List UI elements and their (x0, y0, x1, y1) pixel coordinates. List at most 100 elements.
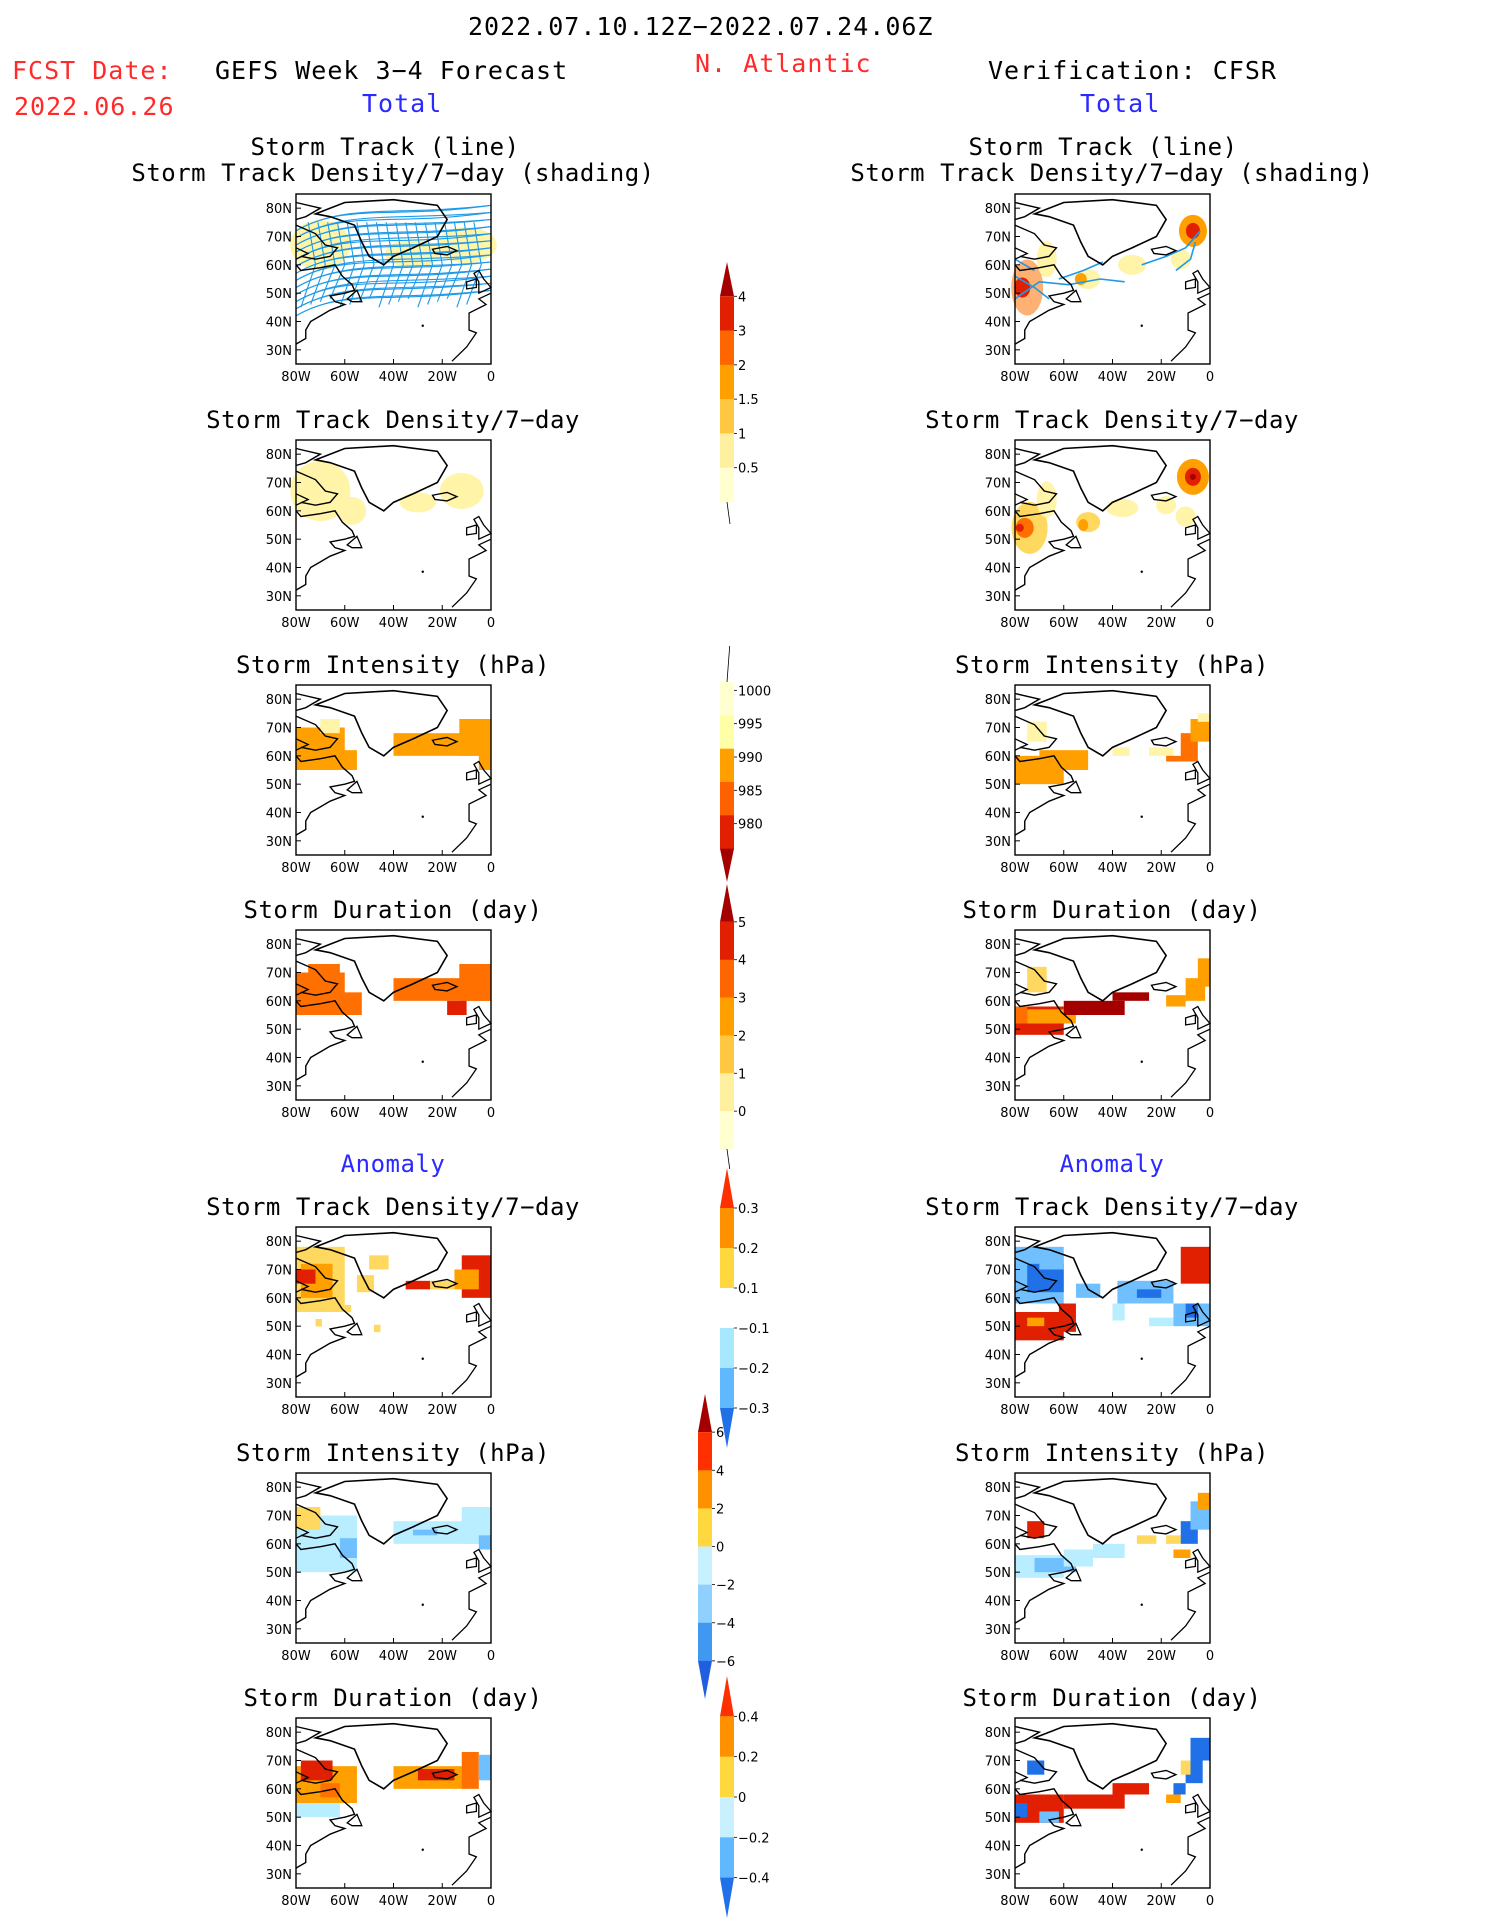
svg-text:40W: 40W (1098, 861, 1128, 876)
svg-text:40W: 40W (379, 1403, 409, 1418)
left-track-line-title: Storm Track (line) (250, 133, 520, 161)
right-density-map: 80N 70N 60N 50N 40N 30N 80W 60W 40W 20W 0 (985, 439, 1214, 631)
svg-text:40N: 40N (985, 316, 1011, 331)
svg-text:60N: 60N (266, 1538, 292, 1553)
svg-text:−4: −4 (716, 1617, 735, 1632)
svg-text:60N: 60N (266, 505, 292, 520)
left-intensity-map: 80N 70N 60N 50N 40N 30N 80W 60W 40W 20W 0 (266, 684, 495, 876)
svg-text:40W: 40W (1098, 1649, 1128, 1664)
right-anom-density-title: Storm Track Density/7−day (925, 1193, 1299, 1221)
svg-text:80W: 80W (281, 1106, 311, 1121)
svg-text:30N: 30N (266, 835, 292, 850)
svg-text:60N: 60N (266, 750, 292, 765)
svg-text:30N: 30N (985, 590, 1011, 605)
right-anomaly-label: Anomaly (1059, 1150, 1165, 1178)
right-duration-title: Storm Duration (day) (962, 896, 1262, 924)
svg-text:70N: 70N (266, 1755, 292, 1770)
svg-text:80N: 80N (266, 448, 292, 463)
svg-text:30N: 30N (985, 1377, 1011, 1392)
total-right-label: Total (1080, 89, 1161, 118)
svg-text:40W: 40W (1098, 1403, 1128, 1418)
svg-text:30N: 30N (985, 1868, 1011, 1883)
date-range: 2022.07.10.12Z−2022.07.24.06Z (468, 12, 934, 41)
svg-text:1: 1 (738, 427, 746, 442)
svg-text:70N: 70N (266, 477, 292, 492)
svg-text:0.4: 0.4 (738, 1710, 759, 1725)
svg-text:0.1: 0.1 (738, 1282, 759, 1297)
svg-text:50N: 50N (266, 1566, 292, 1581)
svg-text:0: 0 (738, 1105, 746, 1120)
svg-text:60N: 60N (985, 1783, 1011, 1798)
svg-text:40W: 40W (379, 1649, 409, 1664)
svg-text:50N: 50N (985, 1811, 1011, 1826)
svg-text:−0.2: −0.2 (738, 1362, 770, 1377)
right-anom-density-map: 80N 70N 60N 50N 40N 30N 80W 60W 40W 20W 0 (985, 1226, 1214, 1418)
svg-text:0: 0 (487, 1649, 495, 1664)
svg-text:30N: 30N (985, 1080, 1011, 1095)
svg-text:30N: 30N (985, 835, 1011, 850)
svg-text:5: 5 (738, 916, 746, 931)
left-duration-map: 80N 70N 60N 50N 40N 30N 80W 60W 40W 20W 0 (266, 929, 495, 1121)
duration-total-colorbar: 5 4 3 2 1 0 (720, 884, 746, 1169)
svg-text:60N: 60N (985, 750, 1011, 765)
svg-text:40N: 40N (985, 1349, 1011, 1364)
svg-text:50N: 50N (266, 778, 292, 793)
svg-text:70N: 70N (266, 231, 292, 246)
svg-text:60N: 60N (266, 1783, 292, 1798)
svg-text:20W: 20W (428, 1649, 458, 1664)
svg-text:−0.2: −0.2 (738, 1831, 770, 1846)
svg-text:1.5: 1.5 (738, 393, 759, 408)
svg-text:2: 2 (716, 1502, 724, 1517)
svg-text:80N: 80N (985, 938, 1011, 953)
right-intensity-map: 80N 70N 60N 50N 40N 30N 80W 60W 40W 20W 0 (985, 684, 1214, 876)
left-duration-title: Storm Duration (day) (243, 896, 543, 924)
svg-text:50N: 50N (985, 778, 1011, 793)
svg-text:70N: 70N (266, 1510, 292, 1525)
svg-text:0: 0 (487, 1106, 495, 1121)
left-anom-intensity-title: Storm Intensity (hPa) (236, 1439, 550, 1467)
svg-text:0: 0 (487, 1403, 495, 1418)
svg-text:0: 0 (487, 616, 495, 631)
fcst-label: FCST Date: (12, 56, 173, 85)
svg-text:−2: −2 (716, 1579, 735, 1594)
svg-text:60N: 60N (985, 1292, 1011, 1307)
svg-text:30N: 30N (266, 1080, 292, 1095)
svg-text:60W: 60W (1049, 1649, 1079, 1664)
svg-text:40W: 40W (379, 1106, 409, 1121)
svg-text:20W: 20W (428, 1894, 458, 1909)
svg-text:20W: 20W (1147, 370, 1177, 385)
left-density-map: 80N 70N 60N 50N 40N 30N 80W 60W 40W 20W 0 (266, 439, 495, 631)
svg-text:30N: 30N (266, 344, 292, 359)
svg-text:80N: 80N (266, 1235, 292, 1250)
svg-text:0: 0 (1206, 1403, 1214, 1418)
svg-text:70N: 70N (266, 967, 292, 982)
svg-text:20W: 20W (428, 1106, 458, 1121)
svg-text:80N: 80N (266, 938, 292, 953)
svg-text:50N: 50N (266, 1320, 292, 1335)
left-track-shading-title: Storm Track Density/7−day (shading) (131, 159, 655, 187)
svg-text:40N: 40N (266, 1840, 292, 1855)
svg-text:40N: 40N (266, 316, 292, 331)
svg-text:80W: 80W (1000, 370, 1030, 385)
svg-text:3: 3 (738, 992, 746, 1007)
svg-text:80W: 80W (281, 861, 311, 876)
left-density-title: Storm Track Density/7−day (206, 406, 580, 434)
left-intensity-title: Storm Intensity (hPa) (236, 651, 550, 679)
left-track-map: 80N 70N 60N 50N 40N 30N 80W 60W 40W 20W 0 (266, 193, 497, 385)
svg-text:60W: 60W (330, 1649, 360, 1664)
svg-text:0: 0 (738, 1791, 746, 1806)
svg-text:60W: 60W (330, 616, 360, 631)
svg-text:20W: 20W (1147, 1403, 1177, 1418)
left-anom-intensity-map: 80N 70N 60N 50N 40N 30N 80W 60W 40W 20W 0 (266, 1472, 495, 1664)
svg-text:30N: 30N (266, 1377, 292, 1392)
svg-text:70N: 70N (985, 967, 1011, 982)
svg-text:60N: 60N (266, 995, 292, 1010)
svg-text:0: 0 (1206, 1106, 1214, 1121)
svg-text:60N: 60N (985, 995, 1011, 1010)
svg-text:30N: 30N (266, 590, 292, 605)
svg-text:60W: 60W (1049, 1894, 1079, 1909)
svg-text:0: 0 (487, 861, 495, 876)
svg-text:80W: 80W (1000, 1106, 1030, 1121)
svg-text:70N: 70N (985, 722, 1011, 737)
svg-text:40W: 40W (1098, 1894, 1128, 1909)
